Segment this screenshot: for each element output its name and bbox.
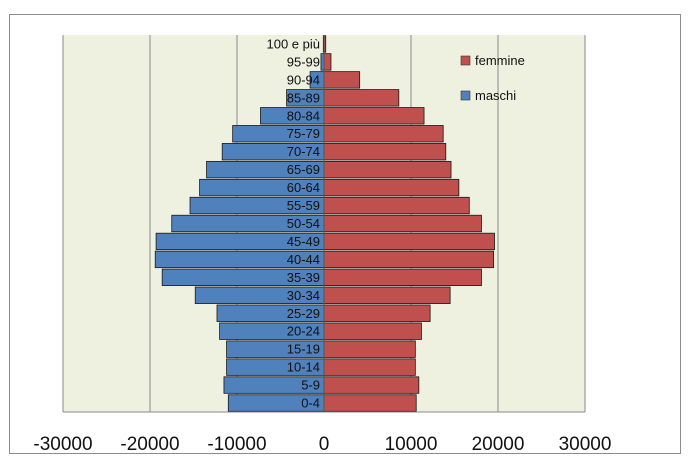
x-tick-label-6: 30000 xyxy=(559,434,612,455)
bar-femmine-19 xyxy=(323,53,332,71)
category-label-12: 60-64 xyxy=(287,180,320,195)
x-tick-label-2: -10000 xyxy=(207,434,266,455)
bar-femmine-10 xyxy=(323,214,482,233)
x-tick-label-3: 0 xyxy=(319,434,330,455)
category-label-17: 85-89 xyxy=(287,90,320,105)
bar-femmine-11 xyxy=(323,196,470,215)
category-label-9: 45-49 xyxy=(287,234,320,249)
x-tick-label-5: 20000 xyxy=(472,434,525,455)
category-label-18: 90-94 xyxy=(287,72,320,87)
bar-femmine-18 xyxy=(323,71,361,89)
bar-femmine-15 xyxy=(323,125,444,143)
category-label-20: 100 e più xyxy=(267,36,321,51)
bar-femmine-6 xyxy=(323,286,451,304)
category-label-16: 80-84 xyxy=(287,108,320,123)
bar-femmine-4 xyxy=(323,322,422,340)
category-label-0: 0-4 xyxy=(301,396,320,411)
x-tick-label-0: -30000 xyxy=(33,434,92,455)
bar-femmine-3 xyxy=(323,340,416,358)
legend-swatch-maschi xyxy=(460,90,471,101)
bar-femmine-8 xyxy=(323,250,495,269)
category-label-8: 40-44 xyxy=(287,252,320,267)
category-label-15: 75-79 xyxy=(287,126,320,141)
bar-femmine-0 xyxy=(323,394,417,412)
bar-femmine-14 xyxy=(323,143,447,161)
category-label-5: 25-29 xyxy=(287,306,320,321)
bar-femmine-16 xyxy=(323,107,425,125)
bar-femmine-7 xyxy=(323,268,482,287)
bar-femmine-5 xyxy=(323,304,431,322)
bar-femmine-9 xyxy=(323,232,495,251)
category-label-6: 30-34 xyxy=(287,288,320,303)
category-label-7: 35-39 xyxy=(287,270,320,285)
bar-femmine-17 xyxy=(323,89,400,107)
category-label-11: 55-59 xyxy=(287,198,320,213)
category-label-10: 50-54 xyxy=(287,216,320,231)
bar-femmine-12 xyxy=(323,178,460,197)
x-tick-labels: -30000 -20000 -10000 0 10000 20000 30000 xyxy=(33,434,611,455)
category-labels: 0-4 5-9 10-14 15-19 20-24 25-29 30-34 35-39 40-4… xyxy=(267,36,321,410)
category-label-13: 65-69 xyxy=(287,162,320,177)
bars xyxy=(154,35,495,412)
x-tick-label-1: -20000 xyxy=(120,434,179,455)
legend: femmine maschi xyxy=(460,53,525,103)
category-label-14: 70-74 xyxy=(287,144,320,159)
bar-femmine-1 xyxy=(323,376,420,394)
legend-label-femmine: femmine xyxy=(475,53,525,68)
category-label-1: 5-9 xyxy=(301,378,320,393)
legend-label-maschi: maschi xyxy=(475,88,516,103)
category-label-4: 20-24 xyxy=(287,324,320,339)
x-tick-label-4: 10000 xyxy=(385,434,438,455)
category-label-19: 95-99 xyxy=(287,54,320,69)
category-label-3: 15-19 xyxy=(287,342,320,357)
legend-swatch-femmine xyxy=(460,55,471,66)
category-label-2: 10-14 xyxy=(287,360,320,375)
bar-femmine-2 xyxy=(323,358,416,376)
x-axis xyxy=(63,35,585,413)
bar-femmine-13 xyxy=(323,160,452,179)
